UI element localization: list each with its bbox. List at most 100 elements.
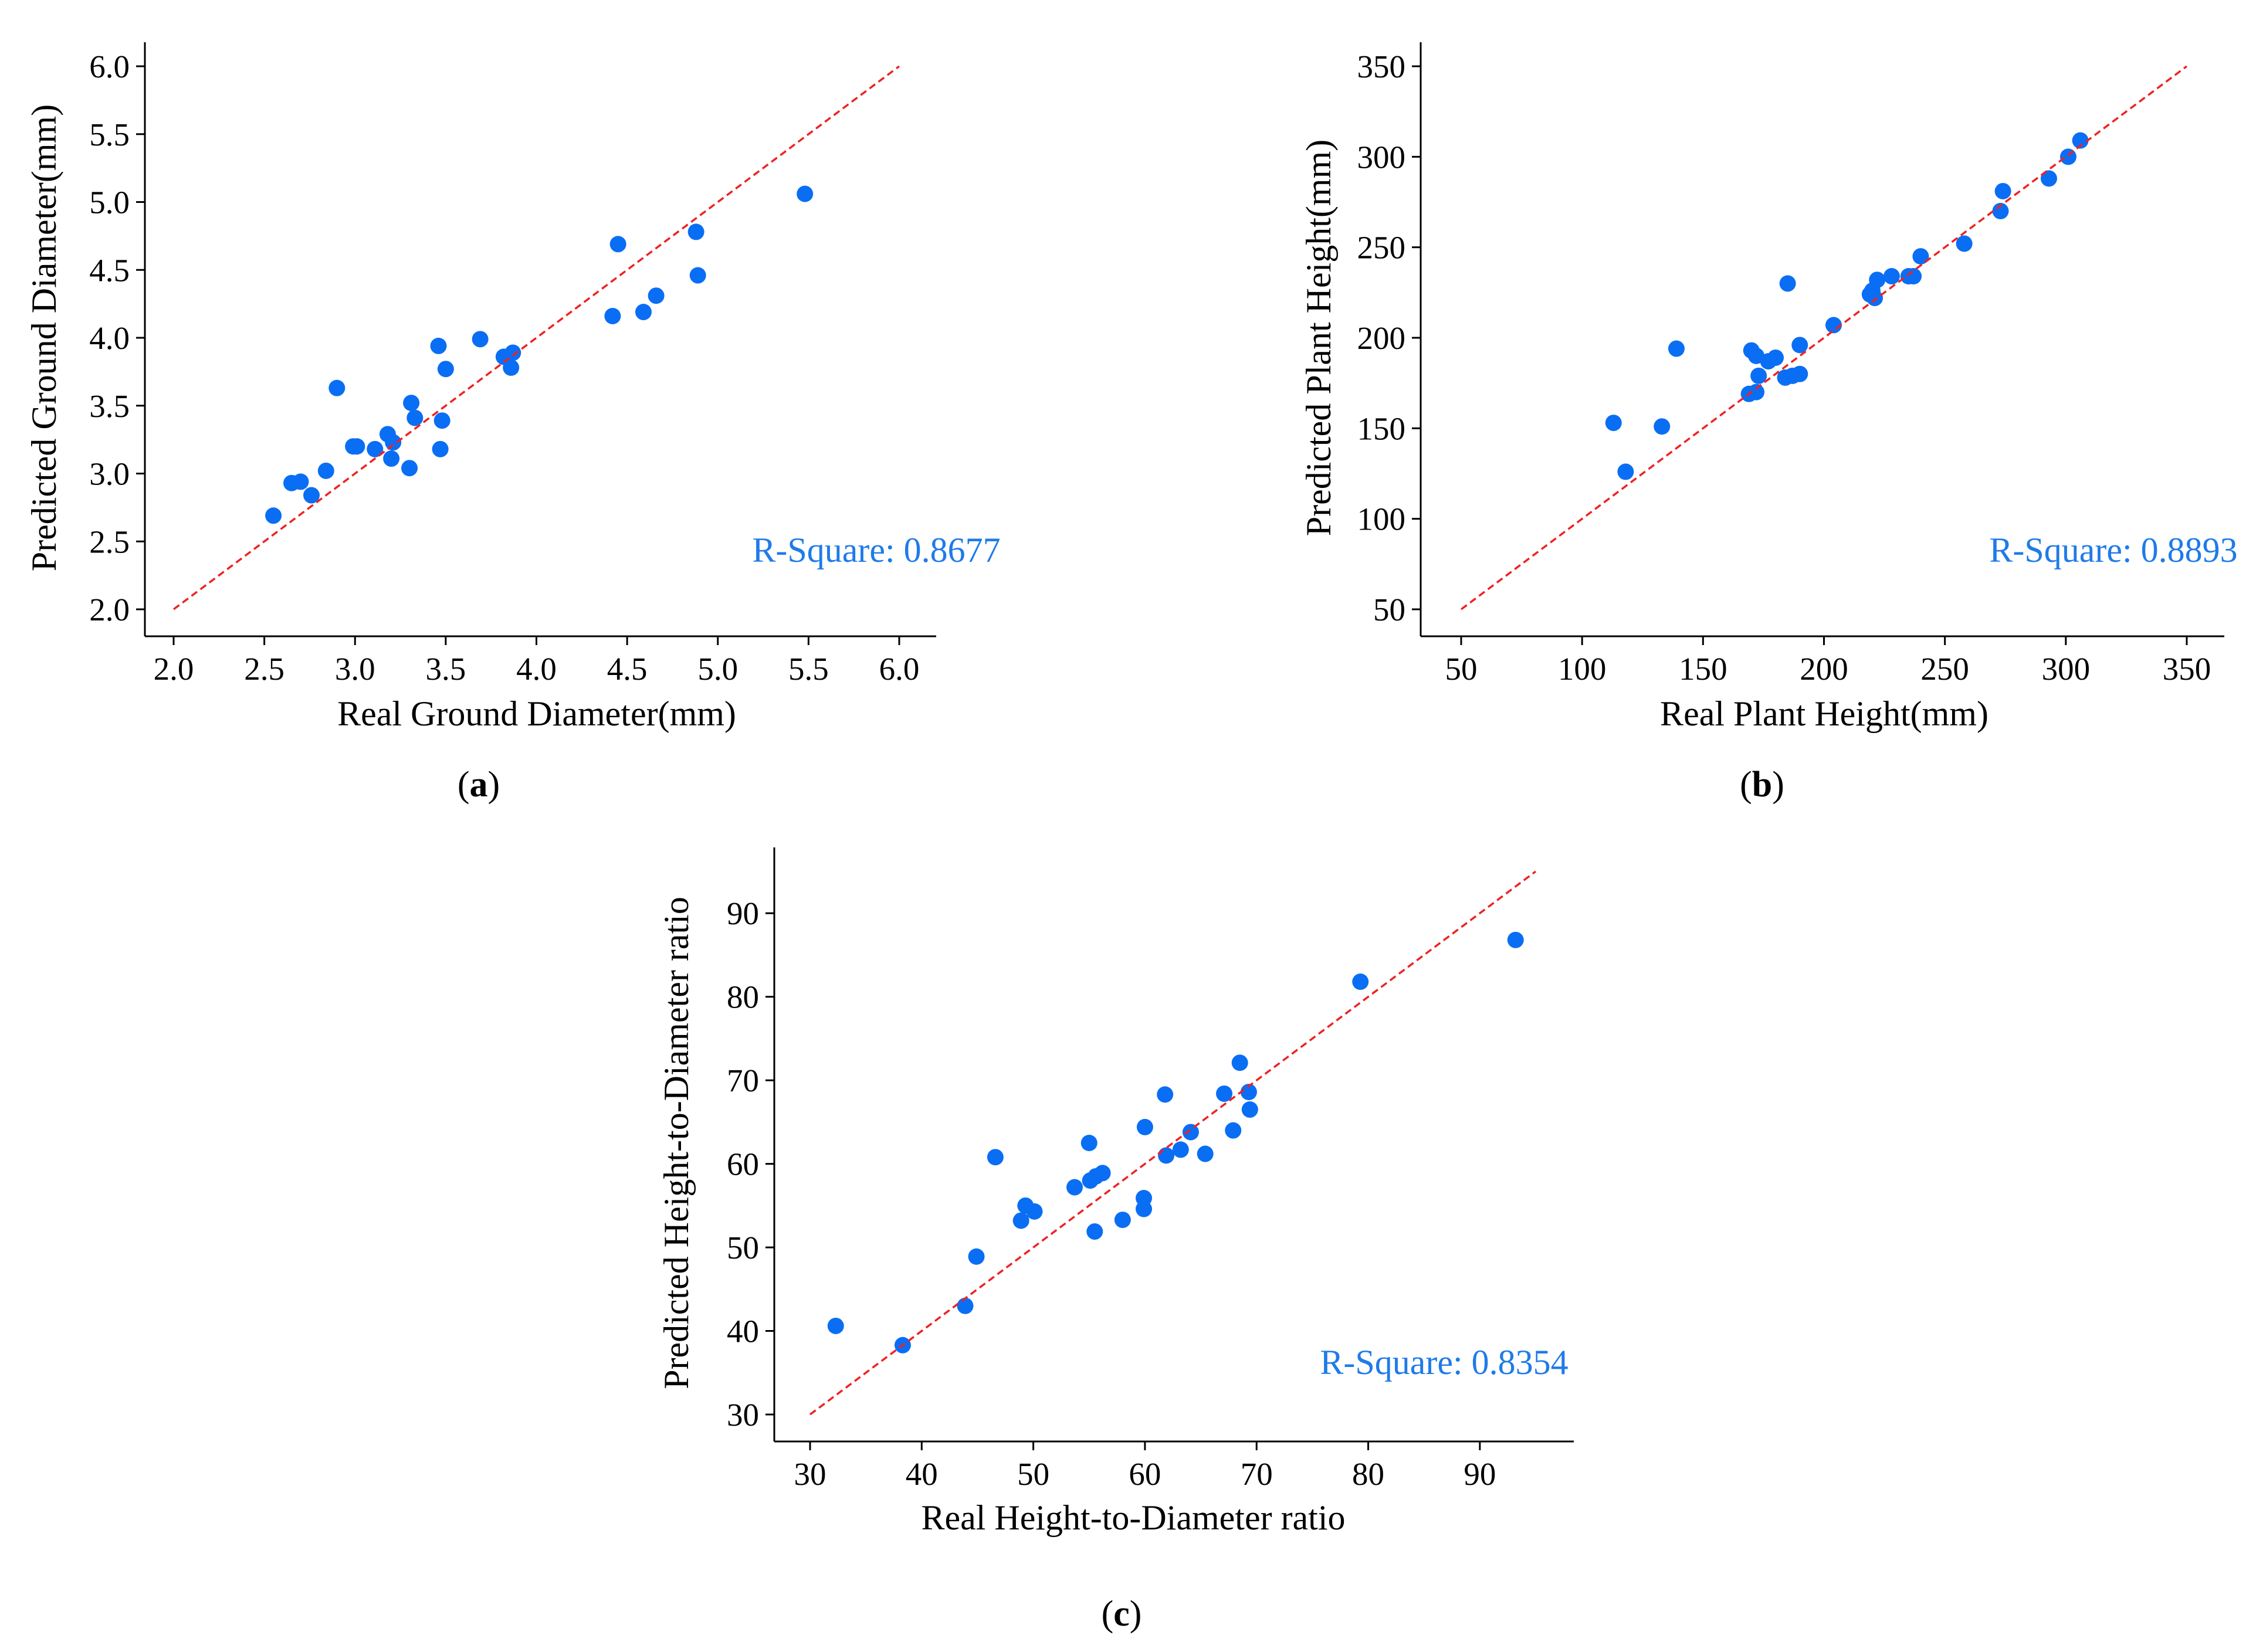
y-tick-label-c: 30 bbox=[727, 1397, 759, 1433]
reference-line-b bbox=[1460, 65, 2188, 610]
y-tick-label-b: 200 bbox=[1357, 320, 1406, 356]
x-tick-label-b: 200 bbox=[1800, 651, 1848, 687]
data-point-b bbox=[1905, 268, 1922, 285]
data-point-a bbox=[604, 307, 621, 324]
chart-panel-c: 30 40 50 60 70 80 90 30 40 50 60 70 80 90 Real Height-… bbox=[657, 847, 1574, 1537]
data-point-a bbox=[265, 507, 282, 524]
y-tick-label-c: 80 bbox=[727, 979, 759, 1015]
y-tick-label-a: 6.0 bbox=[89, 49, 130, 84]
x-tick-label-c: 30 bbox=[794, 1456, 826, 1492]
data-point-b bbox=[1750, 367, 1767, 384]
data-point-a bbox=[317, 462, 334, 479]
data-point-c bbox=[827, 1317, 844, 1334]
data-point-a bbox=[348, 438, 365, 455]
data-point-a bbox=[433, 412, 450, 429]
panel-label-b: (b) bbox=[1740, 765, 1784, 805]
data-point-c bbox=[1114, 1212, 1131, 1229]
x-tick-label-a: 5.5 bbox=[788, 651, 829, 687]
x-tick-label-b: 100 bbox=[1558, 651, 1607, 687]
x-tick-label-c: 60 bbox=[1129, 1456, 1161, 1492]
data-point-a bbox=[328, 379, 345, 396]
x-tick-label-c: 50 bbox=[1017, 1456, 1049, 1492]
x-tick-label-a: 3.5 bbox=[426, 651, 466, 687]
data-point-a bbox=[797, 185, 814, 202]
x-tick-label-c: 70 bbox=[1241, 1456, 1273, 1492]
data-point-b bbox=[2072, 132, 2089, 149]
y-tick-label-a: 5.5 bbox=[89, 117, 130, 152]
data-point-a bbox=[403, 395, 420, 412]
x-tick-label-a: 2.5 bbox=[244, 651, 284, 687]
data-point-b bbox=[1994, 182, 2011, 199]
data-point-b bbox=[2040, 170, 2057, 187]
data-point-c bbox=[1172, 1141, 1189, 1158]
data-point-c bbox=[1507, 931, 1524, 948]
data-point-c bbox=[1197, 1145, 1214, 1162]
data-point-c bbox=[1086, 1223, 1103, 1240]
data-point-a bbox=[292, 473, 309, 490]
y-tick-label-a: 3.5 bbox=[89, 388, 130, 424]
y-tick-label-a: 4.5 bbox=[89, 252, 130, 288]
chart-panel-a: 2.0 2.5 3.0 3.5 4.0 4.5 5.0 5.5 6.0 2.0 2.5 3.0 3.5 4… bbox=[25, 42, 1001, 733]
y-tick-label-c: 90 bbox=[727, 895, 759, 931]
data-point-c bbox=[1157, 1086, 1174, 1103]
panel-label-a: (a) bbox=[458, 765, 500, 805]
data-point-c bbox=[1094, 1165, 1111, 1182]
y-tick-label-a: 4.0 bbox=[89, 320, 130, 356]
data-point-a bbox=[303, 487, 320, 504]
data-point-b bbox=[1825, 317, 1842, 334]
y-tick-label-a: 3.0 bbox=[89, 456, 130, 492]
y-tick-label-b: 150 bbox=[1357, 411, 1406, 446]
data-point-a bbox=[401, 460, 418, 477]
data-point-c bbox=[1012, 1212, 1029, 1229]
y-tick-label-b: 350 bbox=[1357, 49, 1406, 84]
r-square-annotation-a: R-Square: 0.8677 bbox=[752, 531, 1000, 569]
chart-panel-b: 50 100 150 200 250 300 350 50 100 150 200 250 300 350… bbox=[1299, 42, 2238, 733]
x-tick-label-a: 4.0 bbox=[516, 651, 557, 687]
data-point-a bbox=[609, 236, 626, 253]
data-point-c bbox=[1216, 1085, 1233, 1102]
data-point-b bbox=[1668, 340, 1685, 357]
data-point-b bbox=[1866, 290, 1883, 307]
y-axis-title-a: Predicted Ground Diameter(mm) bbox=[25, 104, 63, 571]
y-tick-label-c: 50 bbox=[727, 1230, 759, 1266]
y-tick-label-b: 50 bbox=[1373, 592, 1405, 627]
scatter-points-a bbox=[265, 185, 814, 524]
r-square-annotation-b: R-Square: 0.8893 bbox=[1989, 531, 2237, 569]
x-axis-title-c: Real Height-to-Diameter ratio bbox=[921, 1498, 1345, 1537]
data-point-a bbox=[432, 440, 449, 457]
data-point-a bbox=[648, 287, 665, 304]
data-point-a bbox=[503, 359, 520, 376]
data-point-a bbox=[385, 434, 402, 451]
data-point-c bbox=[957, 1297, 974, 1314]
y-axis-title-c: Predicted Height-to-Diameter ratio bbox=[657, 897, 696, 1389]
data-point-c bbox=[1225, 1122, 1242, 1139]
data-point-b bbox=[1779, 275, 1796, 292]
data-point-b bbox=[1654, 418, 1671, 435]
y-tick-label-a: 2.0 bbox=[89, 592, 130, 627]
x-tick-label-a: 2.0 bbox=[154, 651, 194, 687]
y-tick-label-a: 2.5 bbox=[89, 524, 130, 559]
x-tick-label-a: 6.0 bbox=[879, 651, 920, 687]
x-tick-label-a: 5.0 bbox=[697, 651, 738, 687]
x-tick-label-b: 350 bbox=[2163, 651, 2211, 687]
data-point-c bbox=[1136, 1190, 1153, 1207]
data-point-a bbox=[687, 223, 704, 240]
data-point-a bbox=[437, 361, 454, 378]
data-point-b bbox=[2059, 148, 2076, 165]
data-point-c bbox=[1080, 1135, 1097, 1151]
y-tick-label-c: 60 bbox=[727, 1146, 759, 1182]
data-point-a bbox=[383, 450, 400, 467]
data-point-c bbox=[1352, 973, 1369, 990]
data-point-b bbox=[1617, 463, 1634, 480]
reference-line-c bbox=[809, 870, 1537, 1416]
x-tick-label-c: 80 bbox=[1352, 1456, 1384, 1492]
x-axis-title-b: Real Plant Height(mm) bbox=[1660, 694, 1988, 733]
x-tick-label-b: 300 bbox=[2042, 651, 2091, 687]
data-point-b bbox=[1605, 415, 1622, 432]
panel-label-c: (c) bbox=[1102, 1594, 1142, 1634]
x-tick-label-a: 3.0 bbox=[335, 651, 375, 687]
y-tick-label-b: 250 bbox=[1357, 230, 1406, 266]
y-tick-label-b: 100 bbox=[1357, 501, 1406, 537]
y-tick-label-c: 40 bbox=[727, 1314, 759, 1349]
